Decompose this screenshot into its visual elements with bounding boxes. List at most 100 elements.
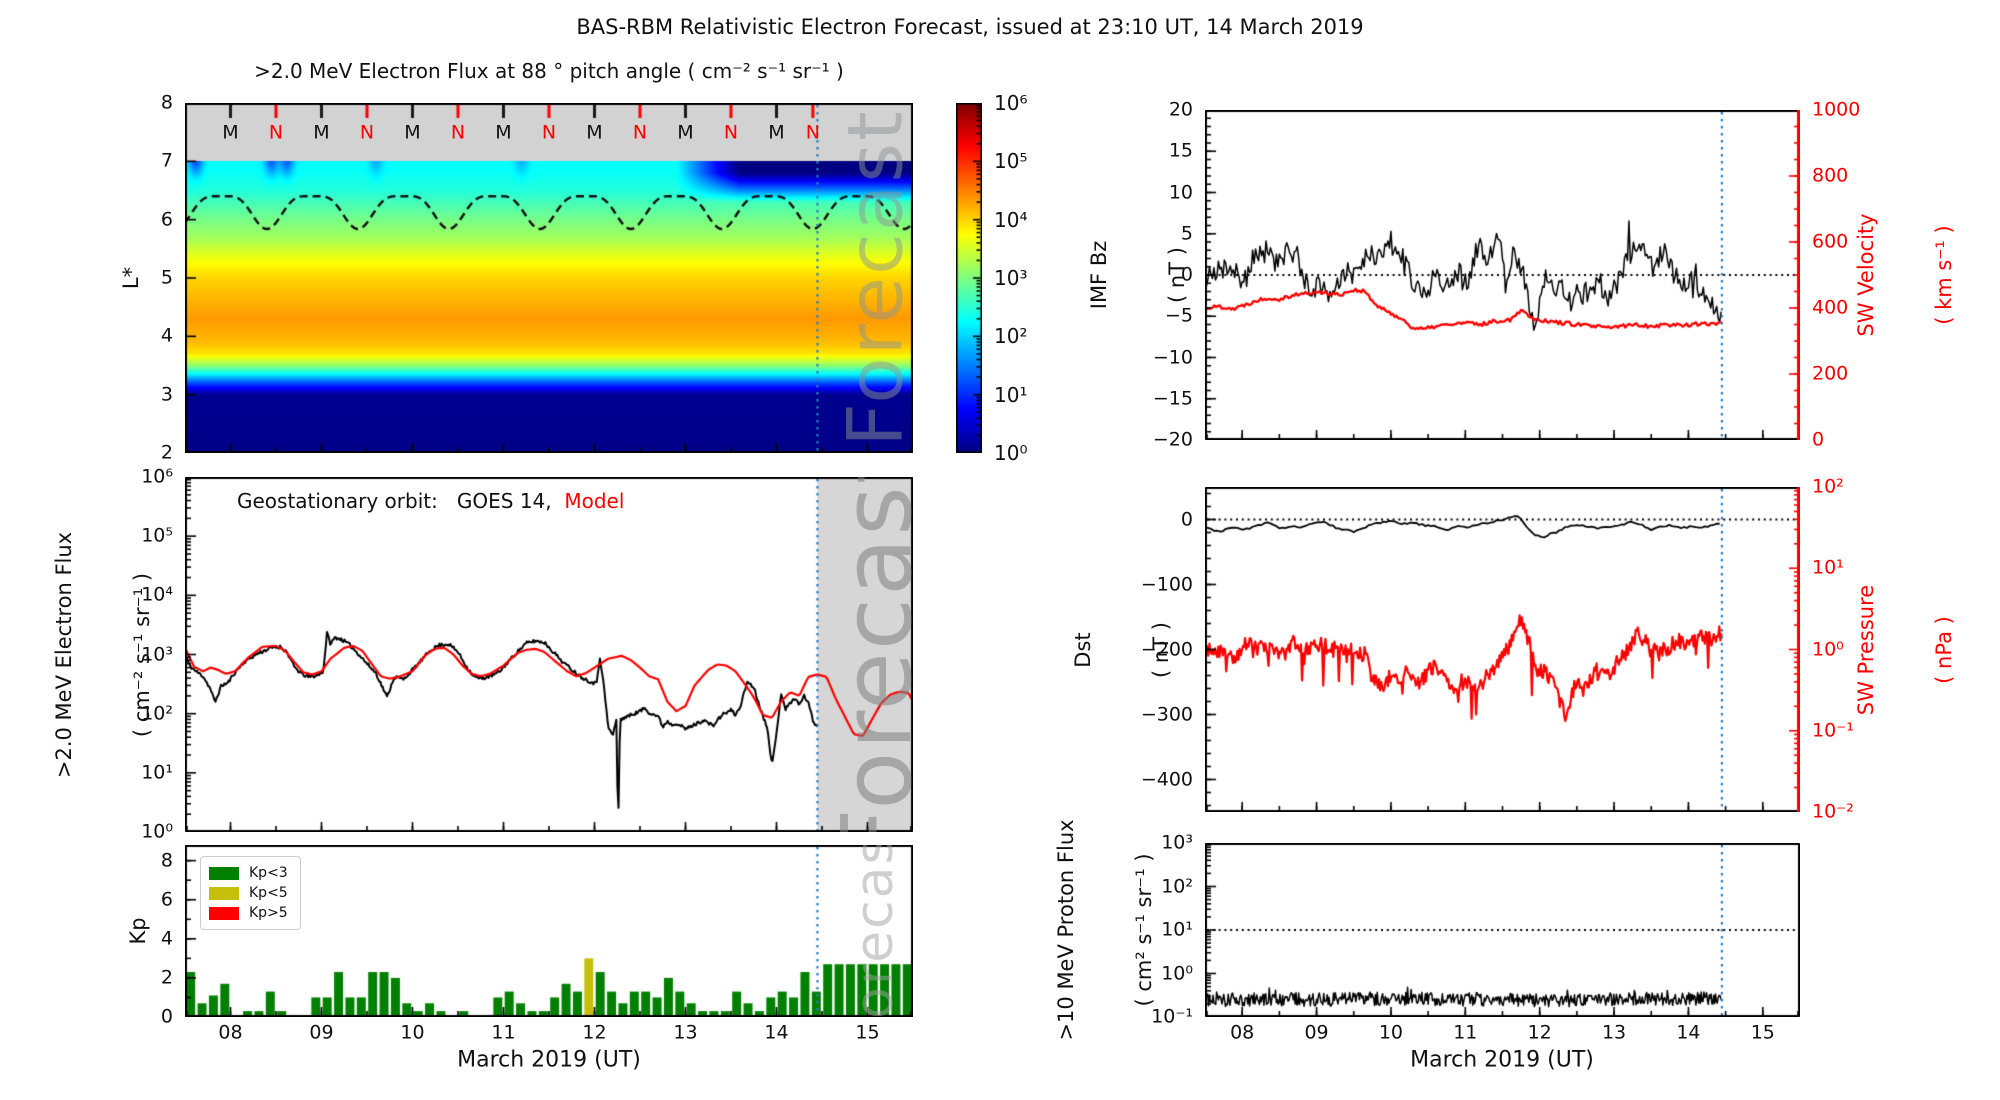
band-marker-label-M: M xyxy=(313,121,330,144)
pressure-y-tick-label: 10⁰ xyxy=(1812,638,1844,661)
imf-y-tick-label: −5 xyxy=(1164,304,1193,327)
imf-y-tick-label: −10 xyxy=(1152,346,1193,369)
x-tick-label-left: 12 xyxy=(582,1021,607,1044)
kp-legend-label-1: Kp<5 xyxy=(249,885,288,901)
kp-legend-row: Kp<3 xyxy=(209,863,288,883)
colorbar-canvas xyxy=(956,103,982,453)
pressure-y-tick-label: 10⁻² xyxy=(1812,800,1854,823)
kp-y-tick-label: 8 xyxy=(160,849,173,872)
imf-y-tick-label: 0 xyxy=(1180,263,1193,286)
proton-flux-canvas xyxy=(1205,843,1800,1017)
goes-legend-model: Model xyxy=(564,489,625,513)
kp-legend-label-0: Kp<3 xyxy=(249,865,288,881)
band-marker-label-M: M xyxy=(404,121,421,144)
sw-pressure-axis-label-line2: ( nPa ) xyxy=(1932,616,1957,684)
sw-pressure-axis-label-line1: SW Pressure xyxy=(1853,584,1878,716)
proton-y-tick-label: 10² xyxy=(1161,875,1193,898)
x-tick-label-right: 09 xyxy=(1304,1021,1329,1044)
band-marker-label-N: N xyxy=(632,121,648,144)
x-tick-label-right: 11 xyxy=(1453,1021,1478,1044)
goes-y-tick-label: 10¹ xyxy=(141,761,173,784)
kp-legend-swatch-0 xyxy=(209,866,239,880)
dst-y-tick-label: −400 xyxy=(1140,768,1193,791)
spectrogram-y-tick-label: 3 xyxy=(160,383,173,406)
band-marker-label-N: N xyxy=(541,121,557,144)
colorbar-tick-label: 10² xyxy=(994,324,1028,349)
kp-legend-swatch-1 xyxy=(209,886,239,900)
colorbar-tick-label: 10⁴ xyxy=(994,207,1028,232)
spectrogram-y-tick-label: 7 xyxy=(160,149,173,172)
x-tick-label-left: 08 xyxy=(218,1021,243,1044)
kp-axis-label: Kp xyxy=(125,917,150,945)
goes-y-tick-label: 10⁵ xyxy=(141,524,173,547)
imf-sw-velocity-canvas xyxy=(1205,110,1800,440)
goes-y-tick-label: 10⁴ xyxy=(141,583,173,606)
band-marker-label-N: N xyxy=(723,121,739,144)
velocity-y-tick-label: 200 xyxy=(1812,362,1849,385)
x-tick-label-right: 13 xyxy=(1601,1021,1627,1044)
x-tick-label-left: 09 xyxy=(309,1021,334,1044)
band-marker-label-N: N xyxy=(268,121,284,144)
proton-y-tick-label: 10⁰ xyxy=(1161,962,1193,985)
band-marker-label-N: N xyxy=(450,121,466,144)
pressure-y-tick-label: 10⁻¹ xyxy=(1812,719,1854,742)
spectrogram-y-tick-label: 6 xyxy=(160,208,173,231)
imf-y-tick-label: −20 xyxy=(1152,428,1193,451)
imf-y-tick-label: 5 xyxy=(1180,222,1193,245)
spectrogram-y-tick-label: 4 xyxy=(160,324,173,347)
sw-velocity-axis-label-line2: ( km s⁻¹ ) xyxy=(1932,225,1957,325)
pressure-y-tick-label: 10¹ xyxy=(1812,556,1844,579)
imf-y-tick-label: 15 xyxy=(1168,139,1193,162)
imf-bz-axis-label-line1: IMF Bz xyxy=(1086,240,1111,310)
x-tick-label-right: 12 xyxy=(1527,1021,1552,1044)
x-tick-label-left: 13 xyxy=(673,1021,698,1044)
band-marker-label-M: M xyxy=(222,121,239,144)
kp-legend: Kp<3 Kp<5 Kp>5 xyxy=(200,856,301,930)
x-axis-label-left: March 2019 (UT) xyxy=(457,1047,641,1073)
electron-flux-spectrogram-canvas xyxy=(185,103,913,453)
dst-sw-pressure-canvas xyxy=(1205,487,1800,812)
colorbar-tick-label: 10⁶ xyxy=(994,91,1028,115)
goes-flux-canvas xyxy=(185,477,913,832)
goes-y-axis-label-line1: >2.0 MeV Electron Flux xyxy=(51,531,76,779)
proton-y-tick-label: 10⁻¹ xyxy=(1151,1005,1193,1028)
velocity-y-tick-label: 1000 xyxy=(1812,98,1861,121)
band-marker-label-M: M xyxy=(768,121,785,144)
goes-y-axis-label: >2.0 MeV Electron Flux ( cm⁻² s⁻¹ sr⁻¹ ) xyxy=(0,532,208,778)
dst-axis-label-line1: Dst xyxy=(1070,632,1095,668)
goes-y-tick-label: 10² xyxy=(141,702,173,725)
imf-y-tick-label: 20 xyxy=(1168,98,1193,121)
goes-legend: Geostationary orbit: GOES 14, Model xyxy=(237,489,624,513)
spectrogram-y-tick-label: 8 xyxy=(160,91,173,114)
colorbar-tick-label: 10⁰ xyxy=(994,441,1028,465)
imf-y-tick-label: −15 xyxy=(1152,387,1193,410)
sw-velocity-axis-label-line1: SW Velocity xyxy=(1853,213,1878,337)
x-tick-label-left: 14 xyxy=(764,1021,789,1044)
dst-y-tick-label: −100 xyxy=(1140,573,1193,596)
colorbar-tick-label: 10¹ xyxy=(994,382,1028,407)
kp-legend-label-2: Kp>5 xyxy=(249,905,288,921)
velocity-y-tick-label: 0 xyxy=(1812,428,1825,451)
x-tick-label-left: 11 xyxy=(491,1021,516,1044)
x-tick-label-right: 10 xyxy=(1378,1021,1404,1044)
velocity-y-tick-label: 400 xyxy=(1812,296,1849,319)
colorbar-tick-label: 10³ xyxy=(994,266,1028,290)
imf-y-tick-label: 10 xyxy=(1168,181,1193,204)
band-marker-label-M: M xyxy=(495,121,512,144)
goes-y-tick-label: 10⁰ xyxy=(141,820,173,843)
x-tick-label-left: 15 xyxy=(855,1021,880,1044)
page-title: BAS-RBM Relativistic Electron Forecast, … xyxy=(576,15,1364,39)
x-tick-label-right: 08 xyxy=(1230,1021,1255,1044)
dst-y-tick-label: −300 xyxy=(1140,703,1193,726)
x-tick-label-right: 15 xyxy=(1750,1021,1775,1044)
band-marker-label-M: M xyxy=(586,121,603,144)
dst-axis-label: Dst ( nT ) xyxy=(1017,622,1227,678)
pressure-y-tick-label: 10² xyxy=(1812,475,1844,498)
band-marker-label-M: M xyxy=(677,121,694,144)
colorbar-tick-label: 10⁵ xyxy=(994,149,1028,174)
goes-y-tick-label: 10⁶ xyxy=(141,465,173,488)
dst-y-tick-label: −200 xyxy=(1140,638,1193,661)
spectrogram-y-tick-label: 2 xyxy=(160,441,173,464)
velocity-y-tick-label: 600 xyxy=(1812,230,1849,253)
spectrogram-title: >2.0 MeV Electron Flux at 88 ° pitch ang… xyxy=(254,59,844,83)
